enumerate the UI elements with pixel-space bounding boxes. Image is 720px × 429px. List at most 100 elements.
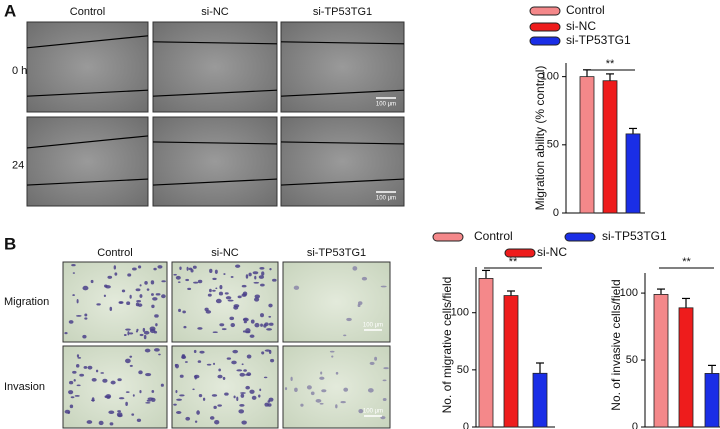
stained-cell — [127, 273, 132, 277]
stained-cell — [259, 283, 265, 287]
stained-cell — [104, 395, 107, 398]
stained-cell — [219, 284, 223, 290]
stained-cell — [222, 376, 226, 380]
stained-cell — [110, 380, 116, 385]
stained-cell — [84, 317, 88, 320]
stained-cell — [179, 374, 184, 378]
scale-bar-label: 100 μm — [376, 196, 396, 202]
stained-cell — [310, 391, 315, 396]
stained-cell — [263, 324, 267, 328]
stained-cell — [212, 289, 216, 292]
y-tick-label: 0 — [632, 421, 638, 429]
stained-cell — [73, 379, 76, 382]
panel-label: B — [4, 234, 16, 253]
stained-cell — [197, 360, 202, 363]
stained-cell — [243, 320, 247, 324]
stained-cell — [72, 272, 76, 274]
stained-cell — [202, 397, 206, 401]
stained-cell — [76, 299, 79, 304]
stained-cell — [223, 273, 226, 275]
y-tick-label: 100 — [620, 287, 638, 299]
significance-label: ** — [606, 58, 615, 70]
y-tick-label: 0 — [553, 207, 559, 219]
stained-cell — [224, 292, 229, 295]
stained-cell — [268, 397, 274, 402]
stained-cell — [137, 265, 142, 269]
stained-cell — [77, 357, 82, 359]
stained-cell — [253, 281, 260, 284]
stained-cell — [243, 318, 248, 321]
panel-label: A — [4, 1, 16, 20]
stained-cell — [300, 403, 304, 407]
stained-cell — [139, 389, 142, 394]
stained-cell — [319, 376, 325, 380]
stained-cell — [197, 327, 203, 330]
stained-cell — [173, 273, 177, 276]
stained-cell — [139, 284, 142, 287]
stained-cell — [237, 295, 242, 299]
stained-cell — [254, 275, 257, 280]
stained-cell — [380, 416, 386, 420]
stained-cell — [178, 308, 181, 313]
stained-cell — [352, 266, 358, 271]
stained-cell — [233, 395, 236, 399]
stained-cell — [123, 333, 127, 336]
bar — [478, 278, 494, 428]
stained-cell — [158, 353, 161, 356]
stained-cell — [206, 363, 212, 366]
stained-cell — [264, 402, 270, 407]
stained-cell — [109, 422, 114, 426]
stained-cell — [258, 394, 261, 398]
stained-cell — [143, 334, 147, 340]
stained-cell — [129, 364, 133, 367]
stained-cell — [145, 372, 152, 377]
stained-cell — [358, 409, 364, 414]
bar — [704, 373, 720, 428]
stained-cell — [82, 285, 89, 291]
stained-cell — [98, 420, 104, 426]
stained-cell — [213, 405, 217, 410]
stained-cell — [214, 419, 220, 425]
stained-cell — [260, 323, 263, 327]
stained-cell — [117, 410, 121, 413]
y-tick-label: 50 — [547, 139, 559, 151]
stained-cell — [227, 299, 234, 302]
stained-cell — [76, 354, 80, 358]
column-label: Control — [70, 6, 105, 18]
legend-swatch — [529, 22, 561, 32]
stained-cell — [335, 371, 339, 375]
stained-cell — [181, 354, 186, 359]
stained-cell — [125, 328, 131, 331]
stained-cell — [184, 361, 188, 363]
stained-cell — [175, 411, 182, 414]
stained-cell — [117, 378, 122, 382]
stained-cell — [138, 370, 143, 375]
stained-cell — [102, 378, 108, 383]
stained-cell — [207, 293, 212, 297]
stained-cell — [238, 409, 245, 414]
stained-cell — [293, 285, 300, 290]
y-tick-label: 50 — [626, 354, 638, 366]
row-label: Invasion — [4, 381, 45, 393]
y-axis-label: Migration ability (% control) — [533, 66, 547, 211]
legend-label: Control — [474, 229, 513, 243]
stained-cell — [154, 314, 159, 318]
stained-cell — [135, 330, 139, 333]
stained-cell — [213, 362, 216, 365]
scale-bar-label: 100 μm — [376, 102, 396, 108]
stained-cell — [266, 328, 272, 331]
stained-cell — [70, 396, 75, 399]
micrograph — [280, 116, 405, 207]
stained-cell — [104, 284, 108, 288]
stained-cell — [193, 281, 199, 284]
stained-cell — [157, 265, 163, 269]
stained-cell — [64, 409, 71, 414]
column-label: si-NC — [201, 6, 229, 18]
stained-cell — [315, 398, 322, 403]
stained-cell — [263, 376, 268, 379]
stained-cell — [83, 365, 88, 369]
stained-cell — [194, 420, 198, 423]
stained-cell — [343, 334, 347, 337]
stained-cell — [155, 323, 158, 327]
legend-label: si-TP53TG1 — [566, 33, 631, 47]
